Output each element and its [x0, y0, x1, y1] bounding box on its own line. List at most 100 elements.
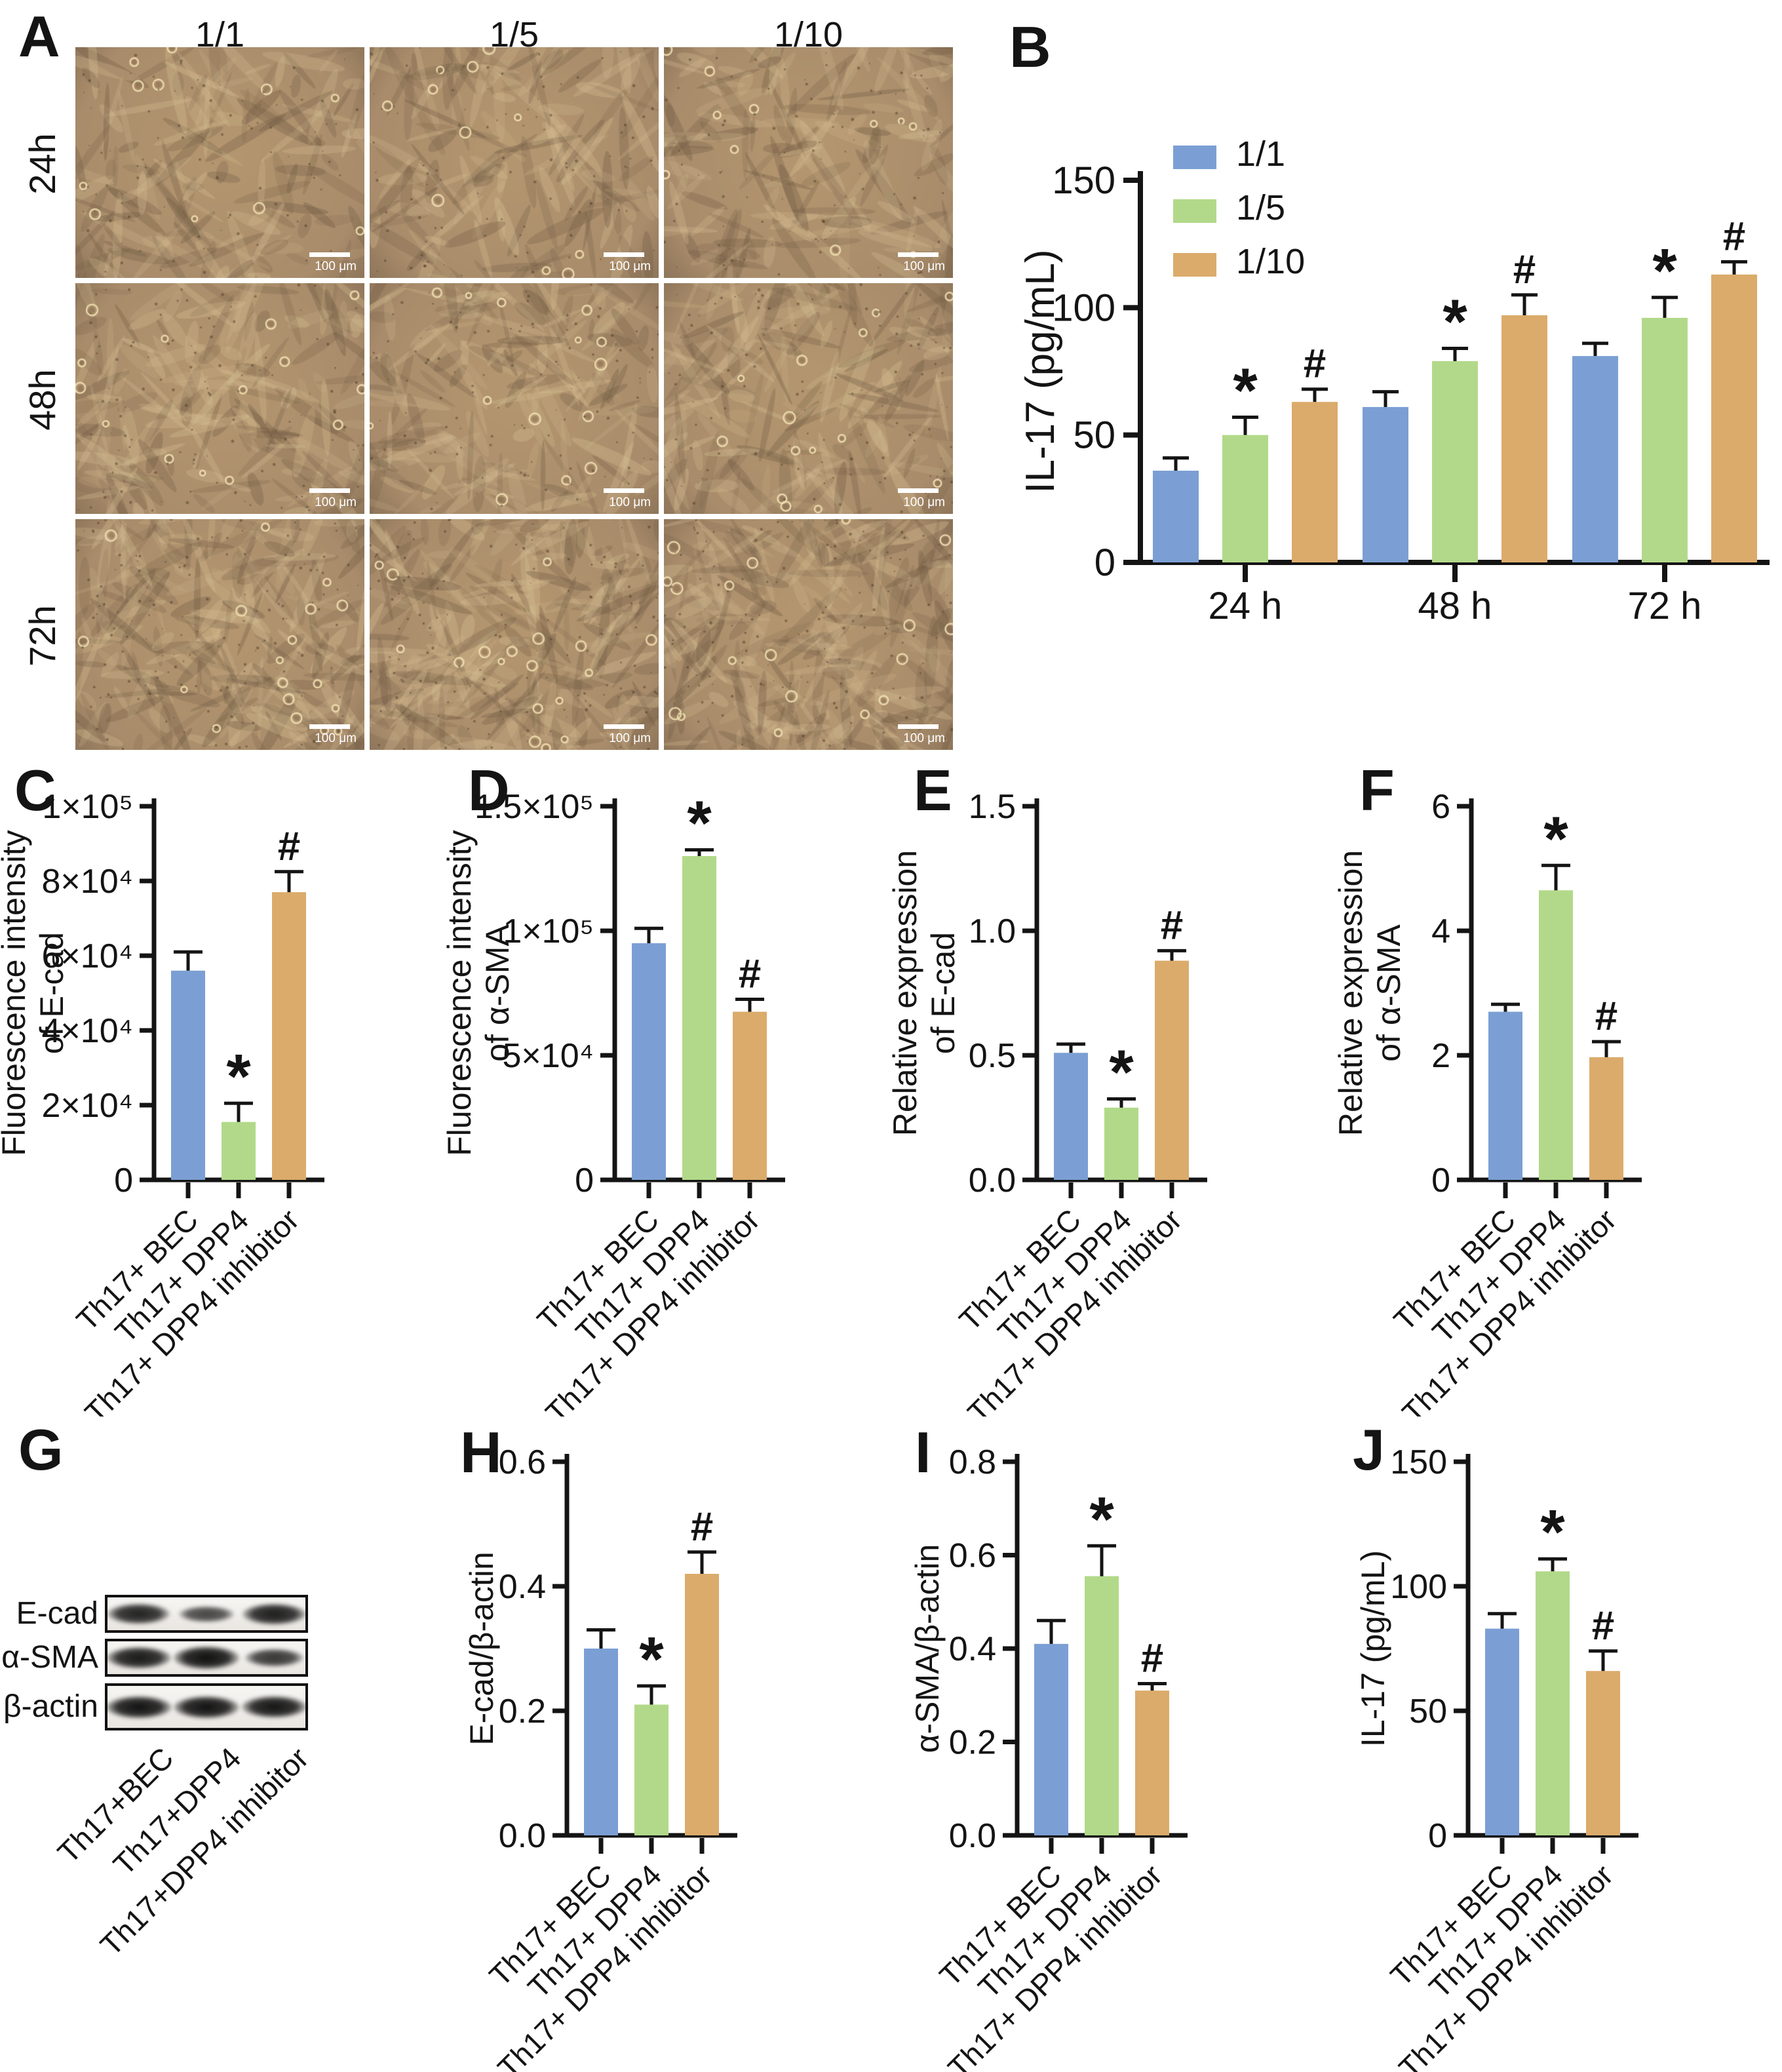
cell-culture-photo	[370, 519, 659, 750]
bar-Th17+ BEC	[584, 1649, 618, 1835]
scale-bar-label: 100 μm	[903, 260, 945, 273]
significance-asterisk: *	[1443, 287, 1467, 357]
legend-label: 1/5	[1236, 188, 1285, 227]
y-tick-label: 8×10⁴	[42, 863, 133, 901]
significance-asterisk: *	[1089, 1484, 1114, 1554]
y-tick-label: 0.4	[499, 1568, 546, 1606]
y-axis-label: of E-cad	[33, 932, 70, 1054]
bar-1/5-24 h	[1222, 435, 1268, 562]
scale-bar	[604, 724, 644, 729]
scale-bar-label: 100 μm	[315, 260, 357, 273]
y-tick-label: 0	[575, 1162, 594, 1200]
panel-e-chart: 0.0 0.5 1.0 1.5 Relative expression of E-cad T…	[887, 754, 1337, 1430]
bar-1/10-48 h	[1501, 315, 1547, 562]
significance-hash: #	[1592, 1603, 1614, 1649]
x-category-label: 24 h	[1209, 585, 1283, 627]
microscopy-image-24h-1/1: 100 μm	[75, 47, 364, 278]
y-tick-label: 2×10⁴	[42, 1087, 133, 1125]
significance-asterisk: *	[226, 1042, 251, 1112]
scale-bar	[898, 252, 939, 257]
y-axis-label: E-cad/β-actin	[463, 1552, 500, 1746]
y-tick-label: 100	[1390, 1568, 1447, 1606]
panel-letter-g: G	[18, 1417, 63, 1482]
y-axis-label: Fluorescence intensity	[0, 830, 32, 1156]
microscopy-image-24h-1/10: 100 μm	[664, 47, 953, 278]
y-tick-label: 0.2	[949, 1724, 996, 1762]
scale-bar-label: 100 μm	[609, 260, 651, 273]
bar-Th17+ DPP4 inhibitor	[272, 892, 306, 1180]
protein-band-β-actin-lane3	[241, 1695, 307, 1719]
y-tick-label: 0.6	[949, 1537, 996, 1575]
panel-letter-b: B	[1009, 14, 1051, 79]
y-tick-label: 4×10⁴	[42, 1012, 133, 1050]
cell-culture-photo	[370, 283, 659, 514]
significance-asterisk: *	[1652, 236, 1677, 306]
y-tick-label: 0	[1431, 1162, 1450, 1200]
scale-bar-label: 100 μm	[903, 496, 945, 509]
panel-f-chart: 0 2 4 6 Relative expression of α-SMA Th17+ BEC…	[1332, 754, 1782, 1430]
bar-Th17+ DPP4	[1536, 1571, 1570, 1835]
panel-letter-c: C	[14, 758, 56, 823]
protein-band-α-SMA-lane2	[173, 1646, 240, 1670]
y-axis-label: Relative expression	[1337, 850, 1369, 1136]
y-axis-label: IL-17 (pg/mL)	[1018, 249, 1063, 493]
panel-j-chart: 0 50 100 150 IL-17 (pg/mL) Th17+ BEC * Th17+ DP…	[1337, 1409, 1782, 2072]
y-tick-label: 1.0	[969, 912, 1016, 950]
y-tick-label: 1×10⁵	[503, 912, 594, 950]
y-tick-label: 0.0	[499, 1817, 546, 1855]
cell-culture-photo	[664, 519, 953, 750]
scale-bar	[309, 488, 350, 493]
x-category-label: 72 h	[1628, 585, 1702, 627]
cell-culture-photo	[75, 519, 364, 750]
y-axis-label: IL-17 (pg/mL)	[1355, 1550, 1391, 1747]
scale-bar	[309, 252, 350, 257]
y-tick-label: 0	[1094, 541, 1115, 584]
cell-culture-photo	[370, 47, 659, 278]
panel-letter-j: J	[1353, 1417, 1385, 1482]
microscopy-image-48h-1/1: 100 μm	[75, 283, 364, 514]
legend-swatch-1/10	[1173, 253, 1216, 277]
scale-bar-label: 100 μm	[315, 732, 357, 745]
panel-letter-e: E	[914, 758, 952, 823]
significance-hash: #	[278, 824, 300, 869]
scale-bar	[898, 724, 939, 729]
significance-hash: #	[1513, 247, 1536, 292]
microscopy-image-48h-1/10: 100 μm	[664, 283, 953, 514]
bar-1/1-24 h	[1153, 471, 1199, 562]
y-tick-label: 100	[1052, 286, 1115, 329]
row-label-72h: 72h	[22, 605, 63, 667]
y-axis-label: Relative expression	[891, 850, 923, 1136]
y-tick-label: 0.0	[969, 1162, 1016, 1200]
panel-i-chart: 0.0 0.2 0.4 0.6 0.8 α-SMA/β-actin Th17+ BEC * Th…	[891, 1409, 1337, 2072]
panel-letter-a: A	[18, 4, 60, 69]
y-tick-label: 150	[1052, 159, 1115, 202]
panel-letter-h: H	[460, 1420, 502, 1485]
panel-d-chart: 0 5×10⁴ 1×10⁵ 1.5×10⁵ Fluorescence intensity…	[441, 754, 891, 1430]
y-tick-label: 1.5	[969, 788, 1016, 826]
bar-Th17+ DPP4 inhibitor	[685, 1574, 719, 1835]
row-label-48h: 48h	[22, 369, 63, 431]
bar-Th17+ DPP4 inhibitor	[1589, 1057, 1623, 1180]
row-label-24h: 24h	[22, 133, 63, 195]
y-axis-label: of α-SMA	[1370, 924, 1407, 1062]
bar-Th17+ BEC	[1054, 1053, 1088, 1180]
protein-band-β-actin-lane1	[106, 1695, 172, 1719]
microscopy-image-72h-1/1: 100 μm	[75, 519, 364, 750]
chart-D: 0 5×10⁴ 1×10⁵ 1.5×10⁵ Fluorescence intensity…	[441, 788, 785, 1430]
bar-1/1-72 h	[1572, 356, 1618, 562]
protein-band-α-SMA-lane1	[106, 1647, 171, 1669]
bar-Th17+ DPP4 inhibitor	[1586, 1671, 1620, 1835]
y-tick-label: 4	[1431, 912, 1450, 950]
panel-letter-f: F	[1359, 758, 1395, 823]
bar-Th17+ BEC	[1488, 1011, 1522, 1180]
significance-hash: #	[739, 952, 761, 997]
microscopy-image-24h-1/5: 100 μm	[370, 47, 659, 278]
x-category-label: 48 h	[1418, 585, 1492, 627]
y-tick-label: 0.6	[499, 1443, 546, 1481]
significance-hash: #	[691, 1504, 713, 1550]
panel-h-chart: 0.0 0.2 0.4 0.6 E-cad/β-actin Th17+ BEC * Th17+…	[446, 1409, 891, 2072]
